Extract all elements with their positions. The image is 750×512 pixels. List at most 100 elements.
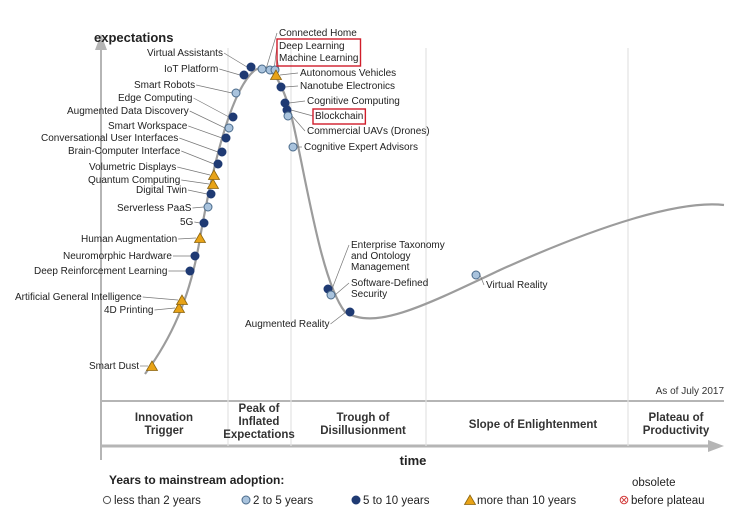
legend-lt2-symbol [102,495,112,505]
label-cognitive-computing: Cognitive Computing [307,96,400,107]
label-autonomous-vehicles: Autonomous Vehicles [300,68,396,79]
marker-connected-home [257,64,267,74]
label-deep-learning: Deep Learning [279,41,345,52]
label-volumetric-displays: Volumetric Displays [89,162,176,173]
legend-title: Years to mainstream adoption: [109,473,284,487]
label-neuromorphic-hardware: Neuromorphic Hardware [63,251,172,262]
marker-smart-robots [231,88,241,98]
label-connected-home: Connected Home [279,28,357,39]
label-conversational-user-interfaces: Conversational User Interfaces [41,133,178,144]
legend-5to10-symbol [351,495,361,505]
y-axis-arrow [95,34,107,50]
label-commercial-uavs-drones: Commercial UAVs (Drones) [307,126,430,137]
leader-augmented-reality [330,311,347,325]
phase-label-2: Peak of Inflated Expectations [223,403,295,441]
technology-labels: Smart Dust 4D Printing Artificial General … [15,28,548,372]
legend-5to10-label: 5 to 10 years [363,495,430,507]
label-augmented-data-discovery: Augmented Data Discovery [67,106,189,117]
label-smart-workspace: Smart Workspace [108,121,188,132]
marker-autonomous-vehicles [269,69,283,80]
leader-5g [194,221,201,224]
marker-augmented-reality [345,307,355,317]
leader-software-defined-security [334,282,350,296]
label-5g: 5G [180,217,194,228]
phase-label-3: Trough of Disillusionment [320,412,406,437]
leader-artificial-general-intelligence [142,296,179,301]
marker-serverless-paas [203,202,213,212]
marker-human-augmentation [193,232,207,243]
legend-2to5-label: 2 to 5 years [253,495,313,507]
leader-nanotube-electronics [284,85,299,88]
marker-edge-computing [228,112,238,122]
label-machine-learning: Machine Learning [279,53,359,64]
label-digital-twin: Digital Twin [136,185,187,196]
leader-edge-computing [193,97,230,118]
marker-5g [199,218,209,228]
legend-lt2-label: less than 2 years [114,495,201,507]
label-smart-robots: Smart Robots [134,80,195,91]
time-axis-arrow [708,440,724,452]
marker-virtual-assistants [246,62,256,72]
leader-iot-platform [219,68,241,76]
label-artificial-general-intelligence: Artificial General Intelligence [15,292,142,303]
marker-cognitive-expert-advisors [288,142,298,152]
highlight-boxes [276,38,367,125]
marker-virtual-reality [471,270,481,280]
label-smart-dust: Smart Dust [89,361,139,372]
marker-software-defined-security [326,290,336,300]
label-edge-computing: Edge Computing [118,93,193,104]
label-cognitive-expert-advisors: Cognitive Expert Advisors [304,142,418,153]
leader-smart-robots [196,84,233,94]
phase-labels: Innovation Trigger Peak of Inflated Expectat… [135,403,710,441]
phase-label-1: Innovation Trigger [135,412,193,437]
leader-digital-twin [187,189,208,195]
marker-nanotube-electronics [276,82,286,92]
highlight-deep-machine-learning [276,38,362,67]
leader-volumetric-displays [177,166,211,176]
x-axis-label: time [400,453,427,468]
marker-quantum-computing [206,178,220,189]
label-serverless-paas: Serverless PaaS [117,203,192,214]
marker-volumetric-displays [207,169,221,180]
leader-quantum-computing [181,179,210,185]
technology-markers [145,62,481,371]
marker-conversational-user-interfaces [217,147,227,157]
marker-4d-printing [172,302,186,313]
label-iot-platform: IoT Platform [164,64,218,75]
leader-commercial-uavs-drones [291,115,306,132]
label-enterprise-taxonomy-and-ontology-management: Enterprise Taxonomy and Ontology Managemen… [351,240,445,273]
label-blockchain: Blockchain [315,111,363,122]
legend-gt10-symbol [463,494,477,505]
highlight-blockchain [312,108,367,125]
label-leader-lines [140,32,485,367]
marker-neuromorphic-hardware [190,251,200,261]
leader-virtual-assistants [223,52,248,68]
leader-conversational-user-interfaces [179,137,219,153]
chart-frame [95,34,724,460]
marker-augmented-data-discovery [224,123,234,133]
as-of-note: As of July 2017 [656,386,725,397]
label-nanotube-electronics: Nanotube Electronics [300,81,395,92]
phase-label-4: Slope of Enlightenment [469,419,598,431]
label-virtual-assistants: Virtual Assistants [147,48,223,59]
marker-commercial-uavs-drones [283,111,293,121]
leader-serverless-paas [192,206,205,209]
leader-enterprise-taxonomy-and-ontology-management [331,244,350,290]
label-4d-printing: 4D Printing [104,305,153,316]
leader-human-augmentation [178,237,197,240]
leader-cognitive-computing [288,100,306,104]
marker-brain-computer-interface [213,159,223,169]
leader-augmented-data-discovery [189,110,226,129]
leader-smart-workspace [188,125,223,139]
legend-2to5-symbol [241,495,251,505]
marker-smart-dust [145,360,159,371]
legend-obsolete-label: obsolete before plateau [631,477,705,507]
legend-gt10-label: more than 10 years [477,495,576,507]
leader-4d-printing [154,307,176,311]
marker-deep-reinforcement-learning [185,266,195,276]
marker-artificial-general-intelligence [175,294,189,305]
marker-digital-twin [206,189,216,199]
label-human-augmentation: Human Augmentation [81,234,177,245]
leader-brain-computer-interface [181,150,215,165]
